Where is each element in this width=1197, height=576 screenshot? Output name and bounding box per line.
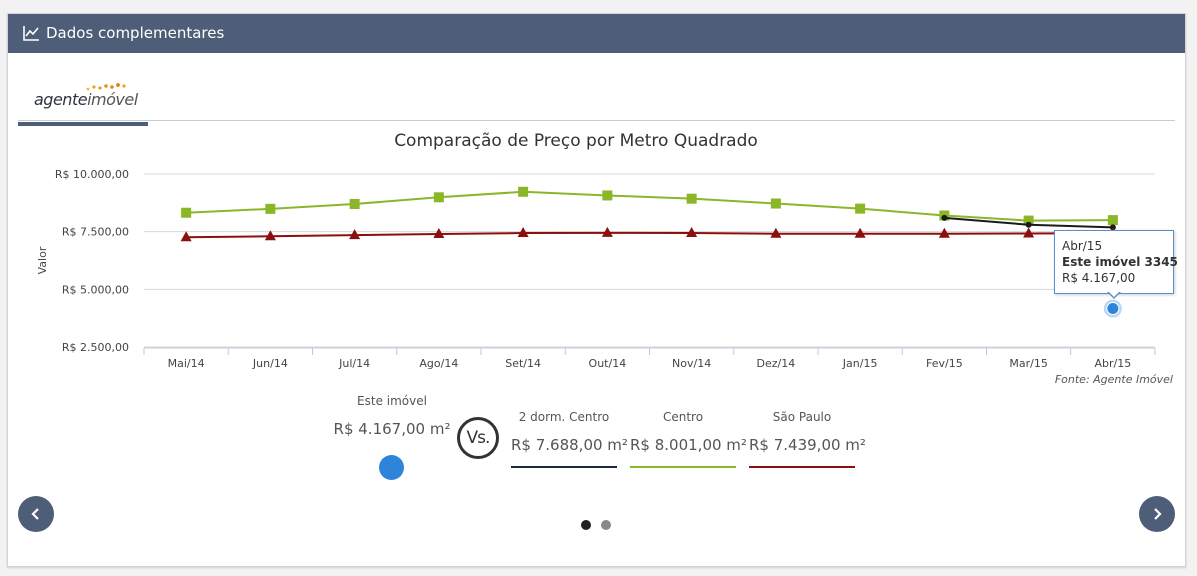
pager-dot-1[interactable] <box>581 520 591 530</box>
panel-title: Dados complementares <box>46 24 225 42</box>
legend-sao-paulo: São Paulo R$ 7.439,00 m² <box>749 410 866 468</box>
tab-agenteimovel[interactable]: agenteimóvel <box>18 76 148 126</box>
tooltip-label: Este imóvel 3345 <box>1062 255 1178 269</box>
dados-complementares-panel: Dados complementares agenteimóvel Compar… <box>7 13 1186 567</box>
legend-este-imovel: Este imóvel R$ 4.167,00 m² <box>328 394 456 438</box>
point-centro <box>1023 215 1034 226</box>
point-sao-paulo <box>264 230 276 241</box>
point-sao-paulo <box>938 227 950 238</box>
logo-dots-icon <box>86 83 126 91</box>
legend-line <box>630 466 736 468</box>
y-tick-label: R$ 2.500,00 <box>62 341 129 354</box>
agenteimovel-logo: agenteimóvel <box>34 90 138 109</box>
x-tick-label: Fev/15 <box>926 357 963 370</box>
point-centro <box>686 193 697 204</box>
point-centro <box>181 207 192 218</box>
legend-line <box>511 466 617 468</box>
point-centro <box>518 186 529 197</box>
point-centro <box>1107 215 1118 226</box>
price-comparison-chart: Comparação de Preço por Metro Quadrado R$… <box>36 131 1156 370</box>
legend-value: R$ 8.001,00 m² <box>630 436 747 454</box>
y-axis-label: Valor <box>36 246 49 274</box>
este-imovel-marker <box>379 455 404 480</box>
point-centro <box>770 198 781 209</box>
x-tick-label: Ago/14 <box>419 357 458 370</box>
legend-name: 2 dorm. Centro <box>518 410 610 424</box>
panel-header: Dados complementares <box>8 14 1185 53</box>
point-sao-paulo <box>686 227 698 238</box>
legend-value: R$ 4.167,00 m² <box>333 420 451 438</box>
logo-part-agente: agente <box>34 90 88 109</box>
legend-value: R$ 7.688,00 m² <box>511 436 628 454</box>
point-sao-paulo <box>180 231 192 242</box>
point-este-imovel <box>1106 302 1120 316</box>
point-2-dorm-centro <box>1025 221 1032 228</box>
pager-dot-2[interactable] <box>601 520 611 530</box>
tab-divider <box>18 120 1175 121</box>
series-line-sao-paulo <box>186 231 1113 239</box>
x-tick-label: Jun/14 <box>252 357 288 370</box>
tooltip-date: Abr/15 <box>1062 239 1103 253</box>
chart-title: Comparação de Preço por Metro Quadrado <box>394 131 758 151</box>
y-tick-label: R$ 5.000,00 <box>62 283 129 296</box>
line-chart-icon <box>23 26 39 41</box>
point-sao-paulo <box>601 226 613 237</box>
chart-tooltip: Abr/15 Este imóvel 3345 R$ 4.167,00 <box>1054 230 1178 299</box>
x-tick-label: Jul/14 <box>338 357 370 370</box>
chevron-left-icon <box>31 508 39 520</box>
legend-2-dorm-centro: 2 dorm. Centro R$ 7.688,00 m² <box>511 410 628 468</box>
x-tick-label: Mai/14 <box>168 357 205 370</box>
tooltip-arrow-inner <box>1108 291 1120 297</box>
point-centro <box>855 203 866 214</box>
legend-value: R$ 7.439,00 m² <box>749 436 866 454</box>
x-tick-label: Out/14 <box>589 357 627 370</box>
next-button[interactable] <box>1139 496 1175 532</box>
x-tick-label: Dez/14 <box>757 357 796 370</box>
point-sao-paulo <box>433 227 445 238</box>
vs-badge: Vs. <box>457 417 499 459</box>
tooltip-value: R$ 4.167,00 <box>1062 271 1136 285</box>
point-sao-paulo <box>854 227 866 238</box>
legend-name: Centro <box>662 410 704 424</box>
point-centro <box>349 198 360 209</box>
y-tick-label: R$ 7.500,00 <box>62 226 129 239</box>
point-centro <box>433 192 444 203</box>
y-tick-label: R$ 10.000,00 <box>55 168 129 181</box>
point-sao-paulo <box>770 227 782 238</box>
chevron-right-icon <box>1154 508 1162 520</box>
legend-line <box>749 466 855 468</box>
point-sao-paulo <box>517 227 529 238</box>
prev-button[interactable] <box>18 496 54 532</box>
point-2-dorm-centro <box>941 214 948 221</box>
x-tick-label: Set/14 <box>505 357 541 370</box>
legend-centro: Centro R$ 8.001,00 m² <box>630 410 747 468</box>
legend-name: São Paulo <box>772 410 832 424</box>
legend-name: Este imóvel <box>357 394 427 408</box>
logo-part-imovel: imóvel <box>87 90 138 109</box>
point-sao-paulo <box>349 229 361 240</box>
x-tick-label: Nov/14 <box>672 357 711 370</box>
point-sao-paulo <box>1023 227 1035 238</box>
x-tick-label: Mar/15 <box>1009 357 1047 370</box>
chart-source: Fonte: Agente Imóvel <box>1054 373 1173 386</box>
series-line-centro <box>186 190 1113 222</box>
x-tick-label: Jan/15 <box>842 357 878 370</box>
x-tick-label: Abr/15 <box>1095 357 1132 370</box>
point-centro <box>265 203 276 214</box>
point-centro <box>602 190 613 201</box>
